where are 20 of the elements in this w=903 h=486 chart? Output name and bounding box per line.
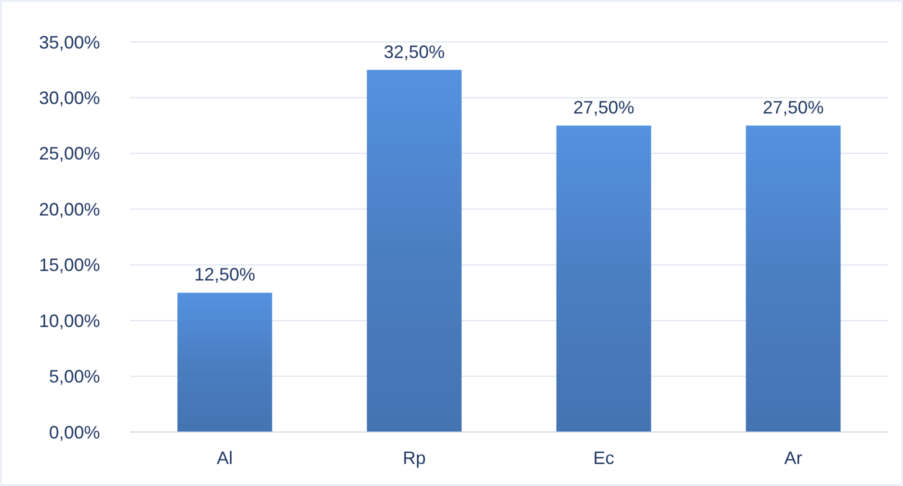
data-label: 12,50% xyxy=(194,264,256,285)
y-tick-label: 30,00% xyxy=(38,88,100,108)
x-tick-label: Rp xyxy=(402,448,426,468)
x-tick-label: Ec xyxy=(593,448,614,468)
y-tick-label: 0,00% xyxy=(48,422,100,442)
bar xyxy=(177,292,272,432)
y-tick-label: 10,00% xyxy=(38,310,100,331)
bar xyxy=(746,126,841,432)
x-tick-label: Al xyxy=(216,448,233,468)
x-tick-label: Ar xyxy=(784,448,802,468)
bar xyxy=(556,126,652,432)
y-tick-label: 15,00% xyxy=(38,255,100,276)
y-tick-label: 25,00% xyxy=(38,144,100,164)
y-tick-label: 5,00% xyxy=(48,366,100,387)
data-label: 32,50% xyxy=(384,42,445,62)
data-label: 27,50% xyxy=(762,98,824,118)
bar xyxy=(366,70,462,432)
y-tick-label: 35,00% xyxy=(38,32,100,52)
y-tick-label: 20,00% xyxy=(38,199,100,220)
data-label: 27,50% xyxy=(573,98,634,118)
